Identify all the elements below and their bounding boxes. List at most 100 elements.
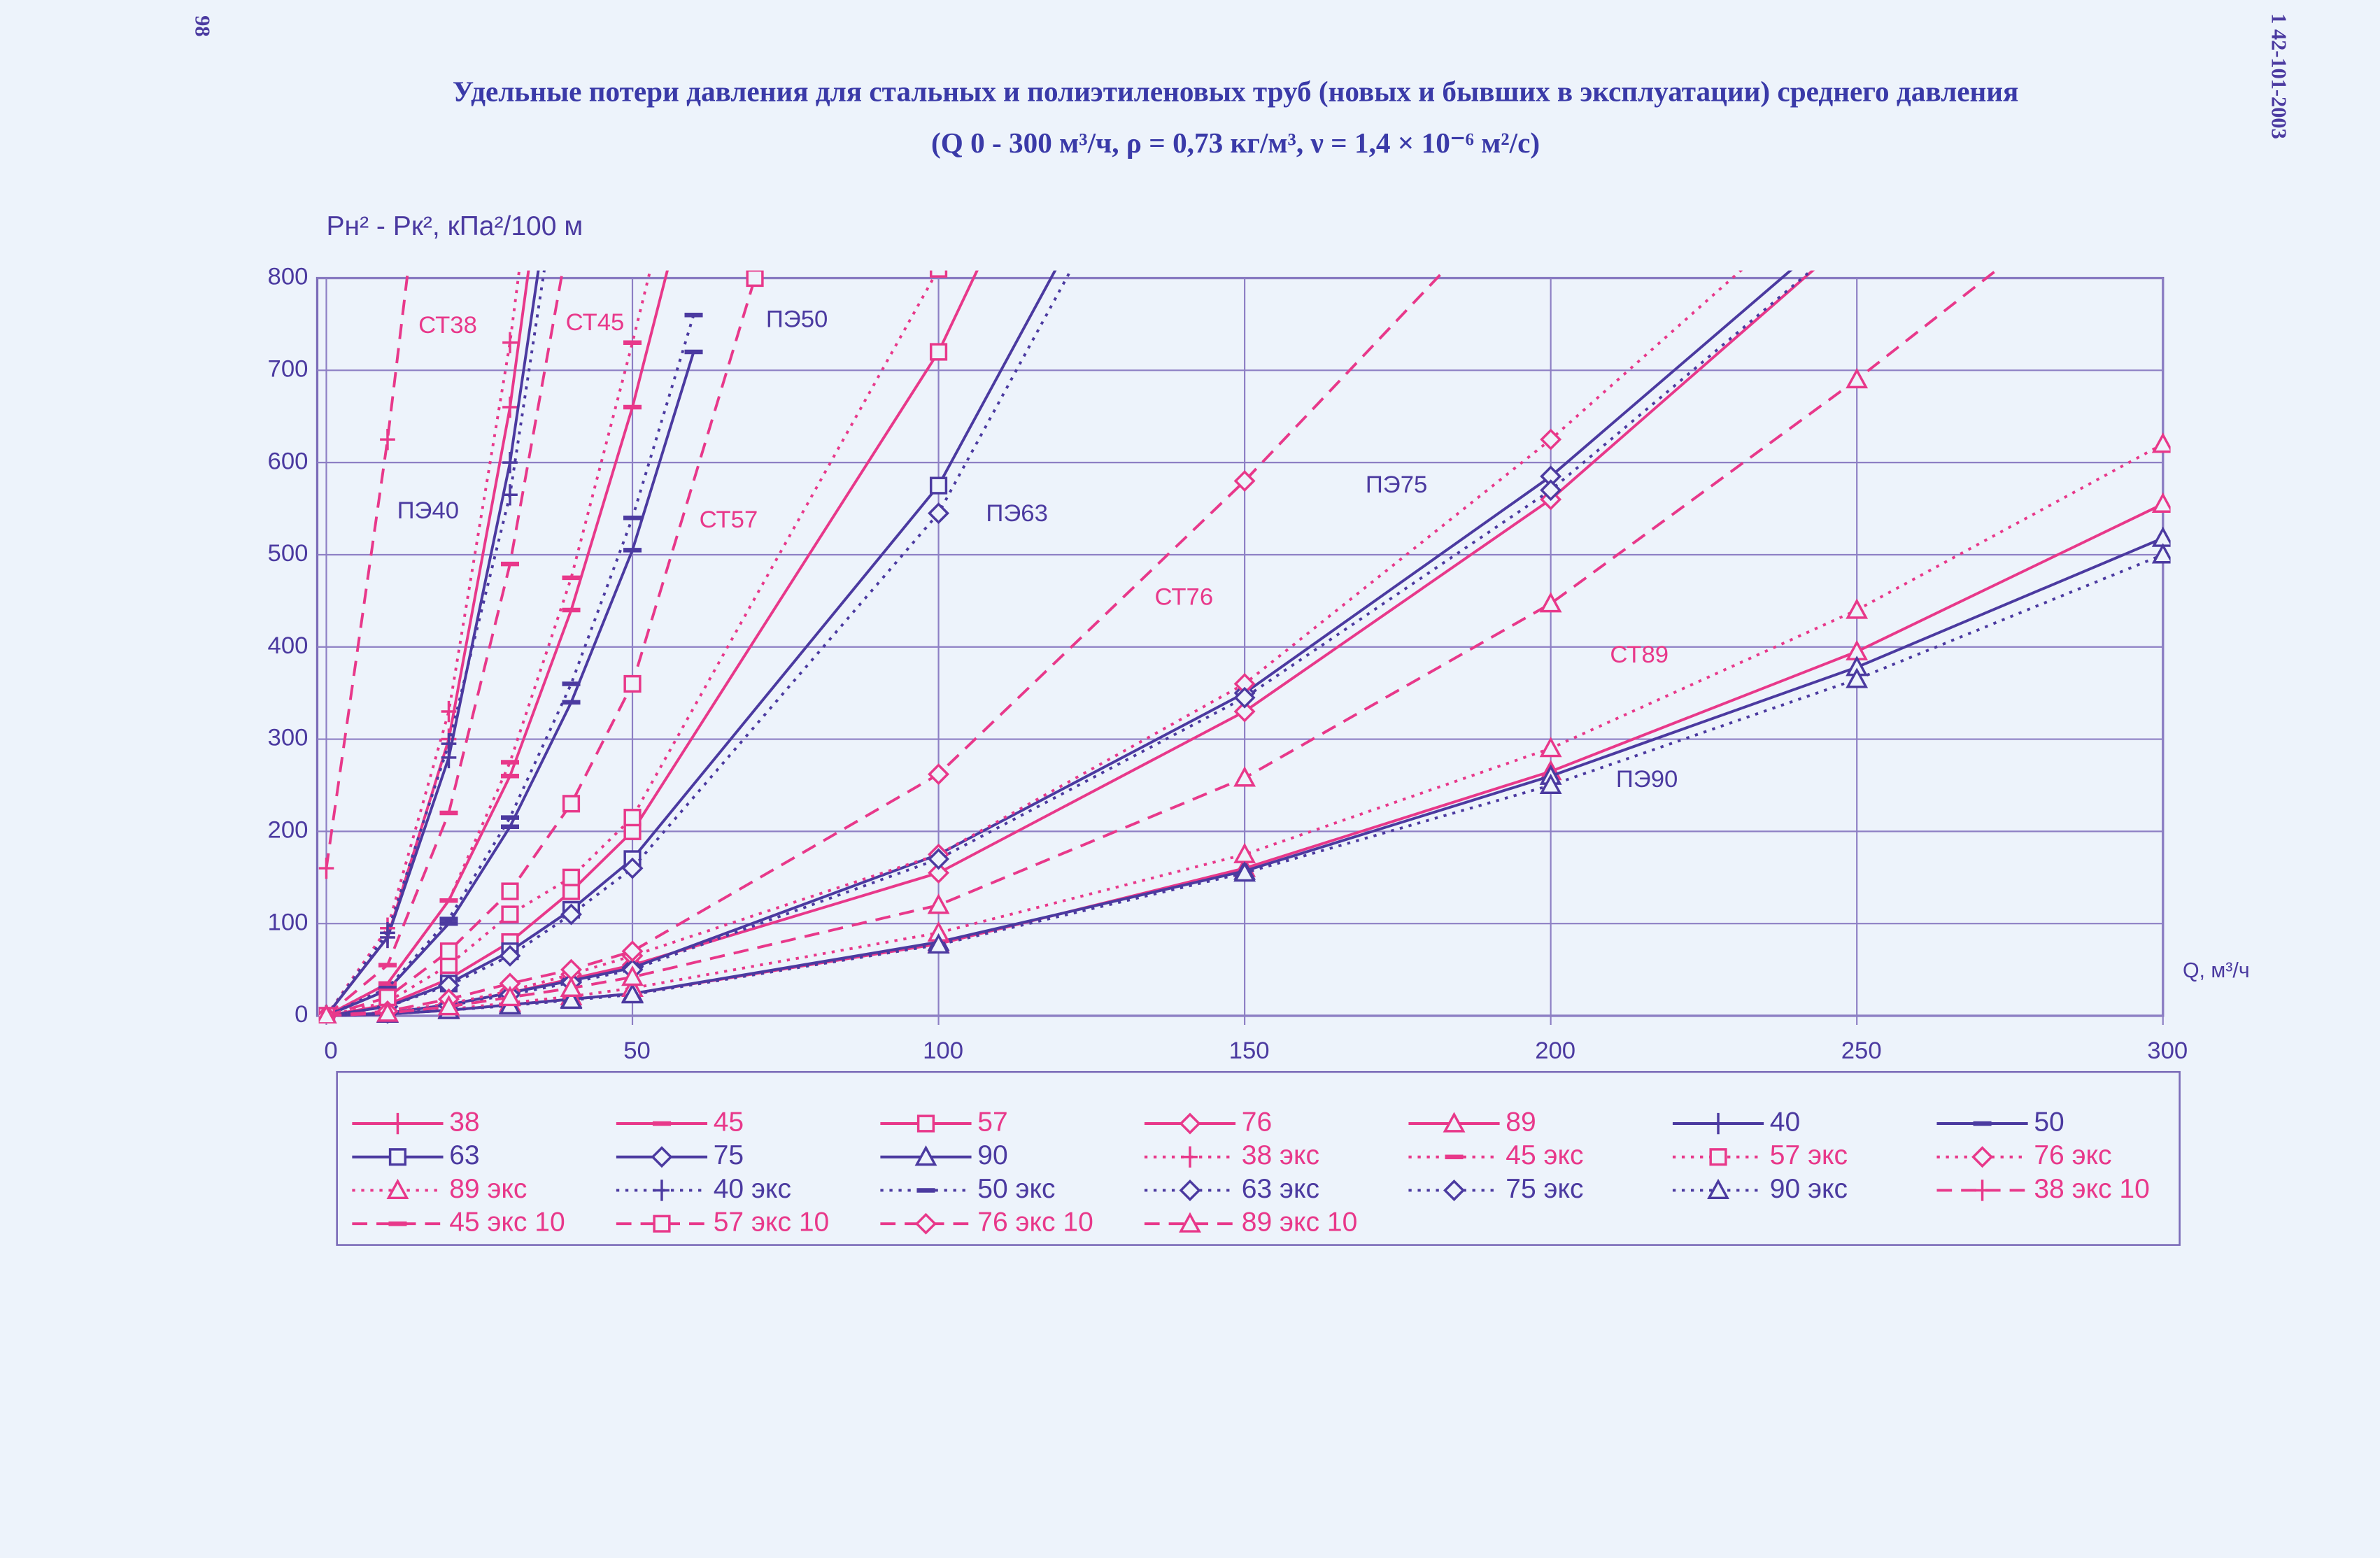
series-line (325, 270, 540, 1017)
legend-item: 40 (1672, 1107, 1800, 1137)
legend-label: 63 экс (1242, 1174, 1319, 1204)
marker (928, 763, 950, 786)
marker (992, 215, 1007, 231)
legend-marker (915, 1212, 937, 1235)
legend-item: 50 (1936, 1107, 2064, 1137)
legend-item: 50 экс (880, 1174, 1056, 1204)
marker (621, 940, 644, 963)
legend-frame (336, 1070, 2181, 1246)
legend-label: 40 (1770, 1107, 1800, 1137)
marker (1233, 766, 1256, 787)
legend-label: 75 экс (1506, 1174, 1583, 1204)
legend-label: 76 экс 10 (977, 1208, 1093, 1238)
marker (929, 476, 948, 495)
y-tick-label: 600 (268, 448, 309, 474)
marker (928, 848, 950, 870)
marker (927, 893, 950, 914)
legend-marker (1707, 1178, 1729, 1200)
legend-label: 38 экс (1242, 1140, 1319, 1170)
marker (1848, 223, 1866, 241)
marker (318, 857, 334, 879)
marker (380, 428, 395, 451)
marker (1233, 861, 1256, 882)
legend-label: 57 экс 10 (714, 1208, 830, 1238)
legend-item: 57 экс 10 (616, 1208, 829, 1238)
legend-marker (1179, 1180, 1201, 1201)
y-tick-label: 400 (268, 632, 309, 659)
legend-marker (390, 1112, 406, 1135)
legend-label: 63 (449, 1140, 479, 1170)
legend-item: 76 экс 10 (880, 1208, 1093, 1238)
marker (929, 343, 948, 361)
marker (1539, 592, 1562, 613)
marker (562, 868, 581, 886)
marker (439, 942, 458, 961)
legend-item: 45 экс (1408, 1140, 1584, 1170)
legend-item: 90 экс (1672, 1174, 1848, 1204)
x-tick-label: 50 (623, 1038, 651, 1064)
marker (1539, 773, 1562, 795)
series-line (326, 553, 2164, 1017)
marker (1233, 686, 1256, 709)
marker (441, 732, 457, 755)
series-annotation: ПЭ50 (766, 306, 828, 332)
marker (1539, 737, 1562, 758)
series-annotation: СТ57 (700, 507, 758, 533)
y-tick-label: 0 (295, 1001, 308, 1028)
plot-area (318, 37, 2171, 1024)
marker (2151, 432, 2171, 453)
legend-item: 45 экс 10 (352, 1208, 565, 1238)
marker (928, 502, 950, 525)
legend-item: 38 (352, 1107, 480, 1137)
series-line (326, 270, 1057, 1017)
y-tick-label: 100 (268, 909, 309, 935)
legend-item: 63 экс (1144, 1174, 1319, 1204)
legend-item: 45 (616, 1107, 744, 1137)
series-line (326, 270, 1743, 1017)
legend-label: 76 (1242, 1107, 1272, 1137)
marker (1540, 428, 1562, 451)
legend-marker (1179, 1112, 1201, 1135)
x-tick-label: 300 (2147, 1038, 2188, 1064)
marker (621, 857, 644, 879)
marker (1233, 470, 1256, 492)
chart-subtitle: (Q 0 - 300 м³/ч, ρ = 0,73 кг/м³, ν = 1,4… (931, 127, 1540, 160)
legend-marker (1971, 1146, 1994, 1168)
marker (502, 451, 518, 474)
legend-marker (1179, 1212, 1201, 1233)
legend-item: 76 экс (1936, 1140, 2112, 1170)
legend-label: 38 экс 10 (2034, 1174, 2150, 1204)
y-tick-label: 500 (268, 540, 309, 567)
legend-label: 57 экс (1770, 1140, 1848, 1170)
marker (499, 985, 521, 1007)
legend-item: 75 (616, 1140, 744, 1170)
marker (318, 1004, 337, 1024)
y-tick-label: 300 (268, 725, 309, 751)
chart-title: Удельные потери давления для стальных и … (453, 75, 2018, 108)
legend-marker (1710, 1112, 1726, 1135)
legend-label: 45 экс 10 (449, 1208, 565, 1238)
legend-item: 75 экс (1408, 1174, 1584, 1204)
legend-label: 90 (977, 1140, 1007, 1170)
legend-item: 76 (1144, 1107, 1272, 1137)
legend-label: 76 экс (2034, 1140, 2111, 1170)
marker (1082, 223, 1100, 241)
series-line (326, 270, 1813, 1017)
marker (1848, 158, 1866, 176)
marker (1054, 252, 1069, 267)
y-tick-label: 800 (268, 264, 309, 290)
marker (1846, 667, 1869, 688)
legend-label: 57 (977, 1107, 1007, 1137)
series-line (325, 270, 410, 869)
legend-marker (1709, 1148, 1727, 1166)
marker (623, 808, 642, 827)
marker (1848, 223, 1866, 241)
marker (562, 795, 581, 813)
x-tick-label: 100 (923, 1038, 963, 1064)
legend-marker (651, 1146, 673, 1168)
marker (564, 37, 579, 58)
marker (1542, 149, 1560, 167)
legend-label: 38 (449, 1107, 479, 1137)
x-tick-label: 0 (324, 1038, 337, 1064)
